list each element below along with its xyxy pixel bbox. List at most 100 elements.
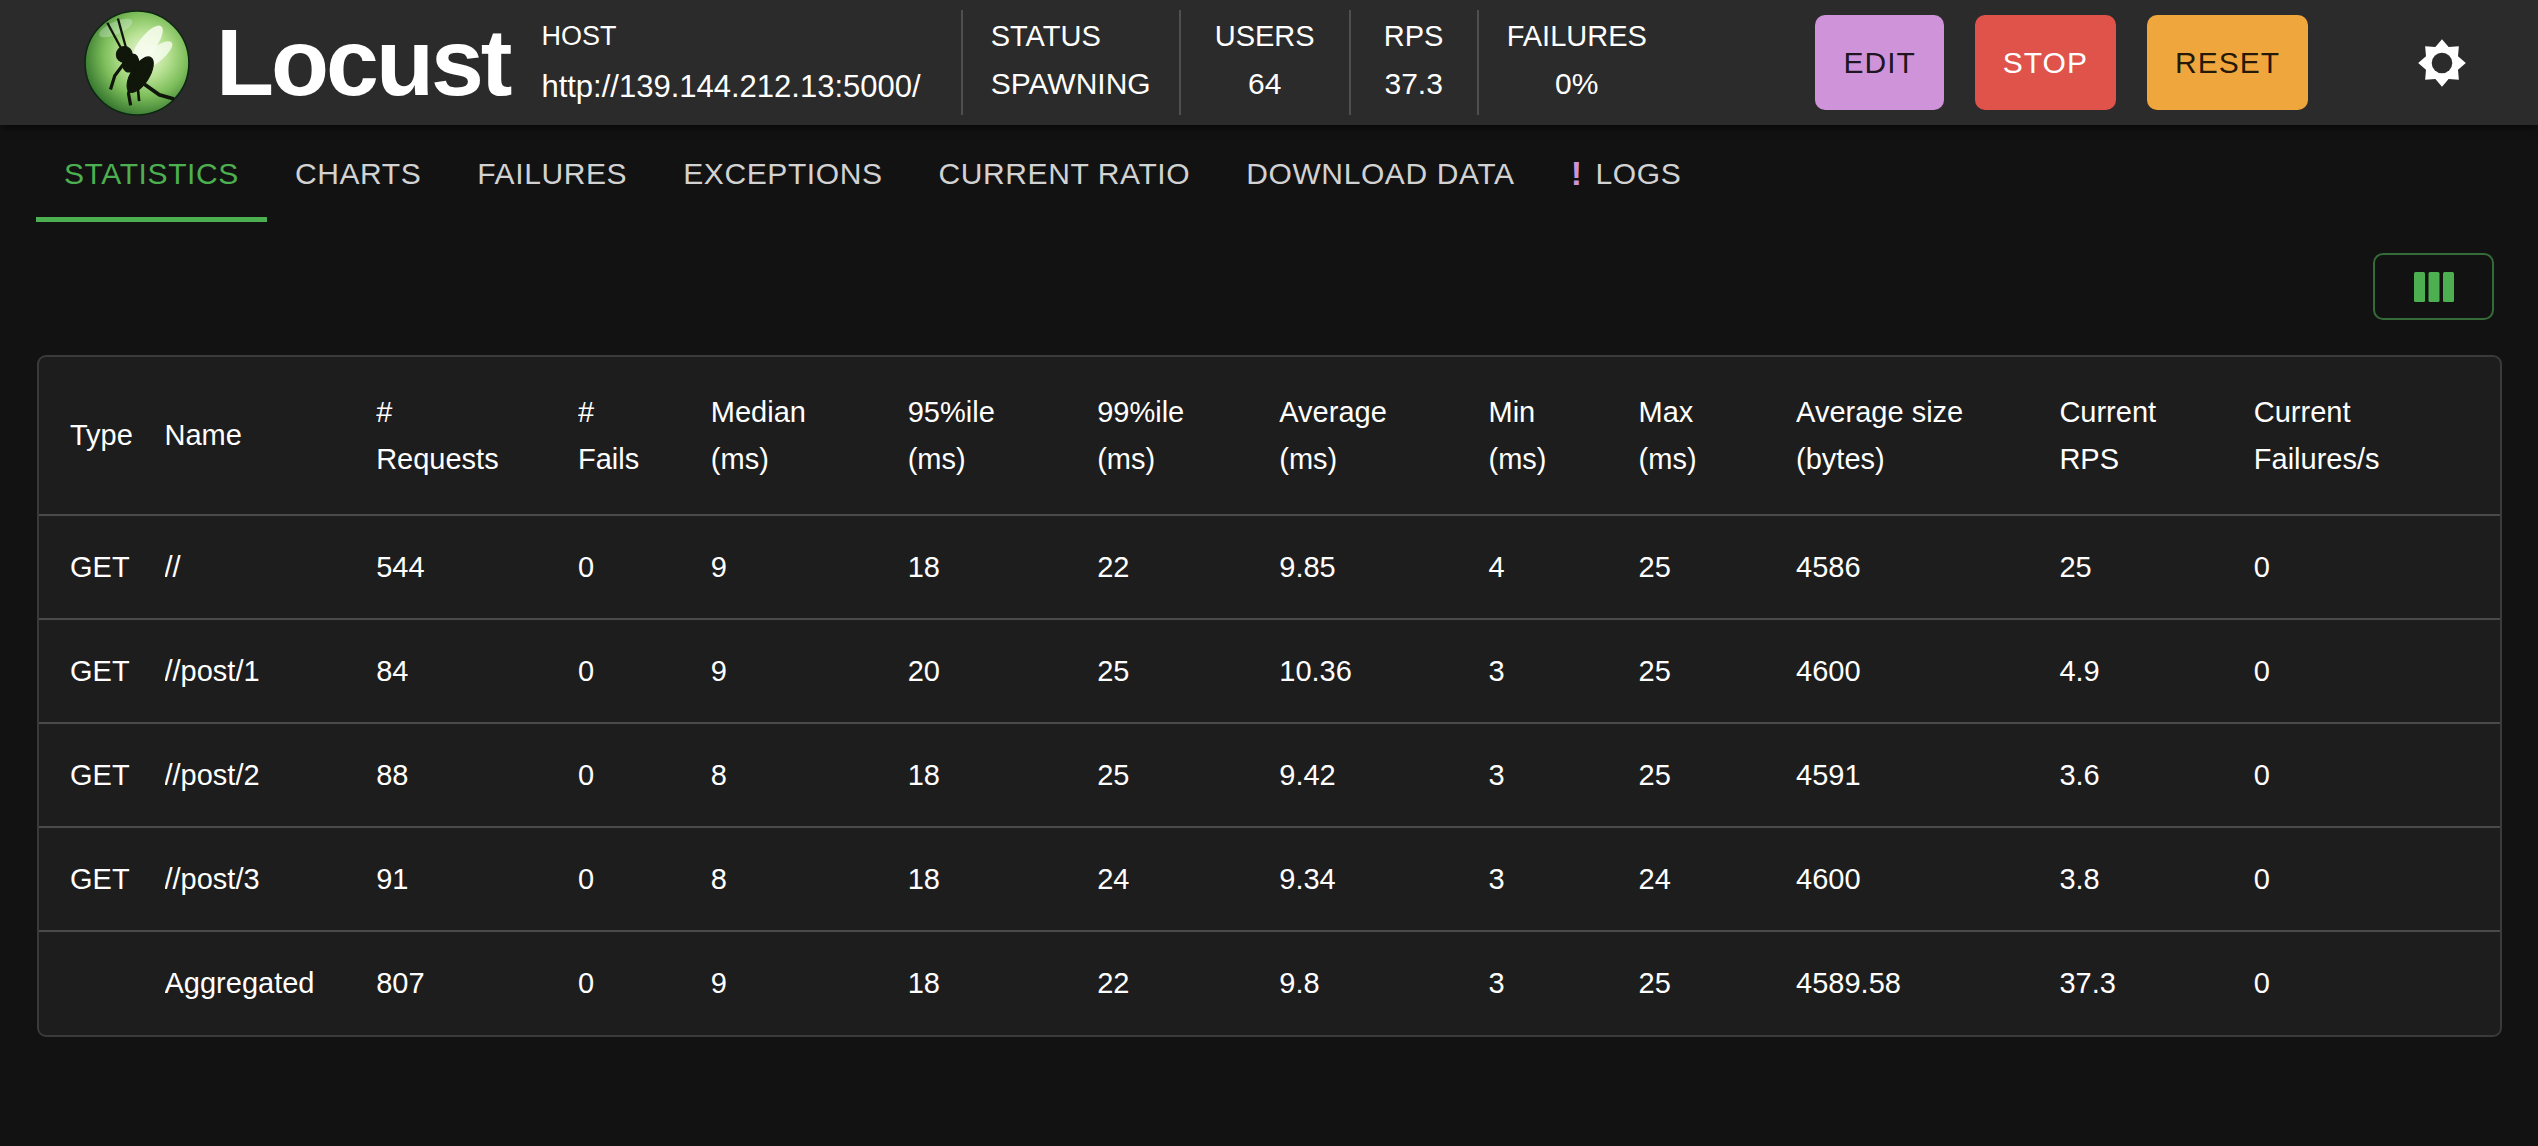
table-cell: 0	[578, 827, 711, 931]
table-cell: 9.34	[1279, 827, 1488, 931]
table-cell: 8	[711, 723, 908, 827]
table-cell: 25	[1639, 931, 1797, 1035]
table-cell: 22	[1097, 515, 1279, 619]
tab-failures-label: FAILURES	[477, 157, 627, 191]
reset-button[interactable]: RESET	[2147, 15, 2308, 110]
stat-rps: RPS 37.3	[1349, 10, 1477, 115]
gear-icon[interactable]	[2416, 37, 2468, 89]
table-cell: //post/2	[165, 723, 377, 827]
table-cell: 22	[1097, 931, 1279, 1035]
col-average-size[interactable]: Average size(bytes)	[1796, 357, 2059, 515]
col-current-rps[interactable]: CurrentRPS	[2059, 357, 2253, 515]
edit-button[interactable]: EDIT	[1815, 15, 1943, 110]
tab-current-ratio[interactable]: CURRENT RATIO	[911, 125, 1219, 222]
app-title: Locust	[216, 15, 509, 110]
tab-logs[interactable]: ! LOGS	[1543, 125, 1710, 222]
table-cell: 25	[1639, 619, 1797, 723]
tab-failures[interactable]: FAILURES	[449, 125, 655, 222]
table-cell: 37.3	[2059, 931, 2253, 1035]
tab-charts[interactable]: CHARTS	[267, 125, 449, 222]
table-cell: 4	[1488, 515, 1638, 619]
table-columns-button[interactable]	[2373, 253, 2494, 320]
table-cell: 4586	[1796, 515, 2059, 619]
table-cell: 0	[2254, 723, 2500, 827]
col-name[interactable]: Name	[165, 357, 377, 515]
table-cell: GET	[39, 619, 165, 723]
table-cell: 91	[376, 827, 578, 931]
table-cell: 3	[1488, 619, 1638, 723]
table-cell: 0	[578, 619, 711, 723]
logs-alert-badge: !	[1571, 154, 1583, 193]
col-median[interactable]: Median(ms)	[711, 357, 908, 515]
table-cell: GET	[39, 827, 165, 931]
table-cell: 84	[376, 619, 578, 723]
table-cell: 18	[908, 723, 1097, 827]
table-cell: 0	[2254, 931, 2500, 1035]
tab-statistics-label: STATISTICS	[64, 157, 239, 191]
table-row: GET //post/2 88 0 8 18 25 9.42 3 25 4591…	[39, 723, 2500, 827]
header-stats: STATUS SPAWNING USERS 64 RPS 37.3 FAILUR…	[961, 0, 1675, 125]
header-actions: EDIT STOP RESET	[1815, 15, 2468, 110]
tab-download-data[interactable]: DOWNLOAD DATA	[1218, 125, 1542, 222]
statistics-table: Type Name #Requests #Fails Median(ms) 95…	[39, 357, 2500, 1035]
table-cell: 0	[578, 515, 711, 619]
table-cell: 25	[1097, 619, 1279, 723]
stop-button[interactable]: STOP	[1975, 15, 2116, 110]
col-type[interactable]: Type	[39, 357, 165, 515]
table-cell: 0	[2254, 827, 2500, 931]
table-row: GET // 544 0 9 18 22 9.85 4 25 4586 25 0	[39, 515, 2500, 619]
table-cell: 18	[908, 931, 1097, 1035]
tab-logs-label: LOGS	[1596, 157, 1682, 191]
col-95ile[interactable]: 95%ile(ms)	[908, 357, 1097, 515]
tab-current-ratio-label: CURRENT RATIO	[939, 157, 1191, 191]
table-cell: 88	[376, 723, 578, 827]
table-cell: 544	[376, 515, 578, 619]
tab-statistics[interactable]: STATISTICS	[36, 125, 267, 222]
col-average[interactable]: Average(ms)	[1279, 357, 1488, 515]
stat-status-label: STATUS	[991, 20, 1151, 53]
table-row: GET //post/1 84 0 9 20 25 10.36 3 25 460…	[39, 619, 2500, 723]
nav-tabs: STATISTICS CHARTS FAILURES EXCEPTIONS CU…	[0, 125, 2538, 222]
table-cell: 10.36	[1279, 619, 1488, 723]
col-min[interactable]: Min(ms)	[1488, 357, 1638, 515]
col-99ile[interactable]: 99%ile(ms)	[1097, 357, 1279, 515]
col-requests[interactable]: #Requests	[376, 357, 578, 515]
table-cell: 4600	[1796, 619, 2059, 723]
table-cell: 18	[908, 515, 1097, 619]
table-cell: 4600	[1796, 827, 2059, 931]
table-cell	[39, 931, 165, 1035]
table-cell: 24	[1639, 827, 1797, 931]
col-max[interactable]: Max(ms)	[1639, 357, 1797, 515]
table-cell: 3	[1488, 931, 1638, 1035]
table-header-row: Type Name #Requests #Fails Median(ms) 95…	[39, 357, 2500, 515]
tab-exceptions[interactable]: EXCEPTIONS	[655, 125, 910, 222]
stat-users: USERS 64	[1179, 10, 1349, 115]
table-cell: 3	[1488, 827, 1638, 931]
columns-icon	[2414, 272, 2454, 302]
table-cell: 9.85	[1279, 515, 1488, 619]
table-cell: //	[165, 515, 377, 619]
col-current-failures[interactable]: CurrentFailures/s	[2254, 357, 2500, 515]
host-label: HOST	[541, 21, 920, 52]
table-cell: 0	[2254, 515, 2500, 619]
table-cell: 20	[908, 619, 1097, 723]
locust-logo	[84, 10, 190, 116]
table-row: GET //post/3 91 0 8 18 24 9.34 3 24 4600…	[39, 827, 2500, 931]
table-cell: 18	[908, 827, 1097, 931]
table-cell: //post/1	[165, 619, 377, 723]
stat-status: STATUS SPAWNING	[961, 10, 1179, 115]
table-cell: 3.8	[2059, 827, 2253, 931]
host-info: HOST http://139.144.212.13:5000/	[541, 21, 920, 105]
tab-download-data-label: DOWNLOAD DATA	[1246, 157, 1514, 191]
table-cell: 0	[2254, 619, 2500, 723]
table-cell: 25	[1097, 723, 1279, 827]
app-header: Locust HOST http://139.144.212.13:5000/ …	[0, 0, 2538, 125]
col-fails[interactable]: #Fails	[578, 357, 711, 515]
stat-status-value: SPAWNING	[991, 67, 1151, 101]
tab-exceptions-label: EXCEPTIONS	[683, 157, 882, 191]
table-cell: 24	[1097, 827, 1279, 931]
table-cell: 8	[711, 827, 908, 931]
stat-rps-label: RPS	[1379, 20, 1449, 53]
table-cell: 807	[376, 931, 578, 1035]
table-cell: GET	[39, 515, 165, 619]
